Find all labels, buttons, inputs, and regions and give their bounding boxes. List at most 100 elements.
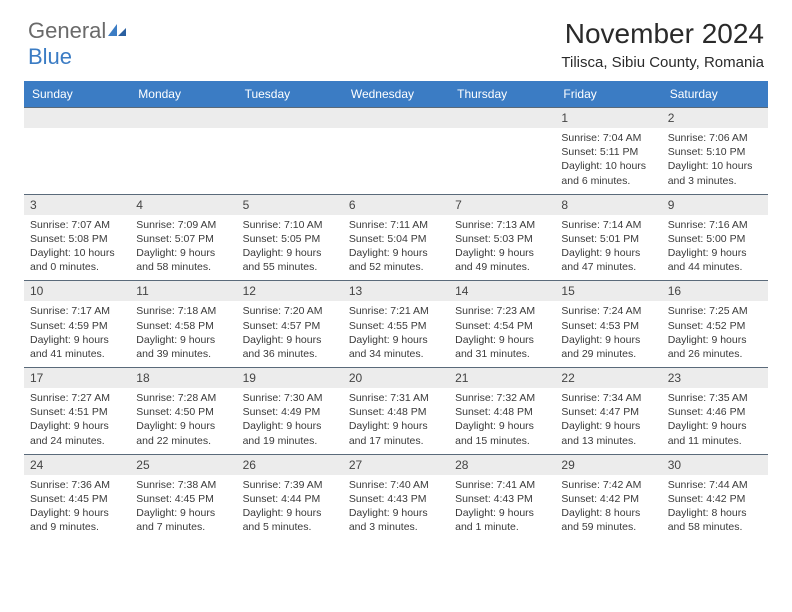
daylight-text: Daylight: 9 hours and 47 minutes.	[561, 246, 655, 274]
sunset-text: Sunset: 4:42 PM	[561, 492, 655, 506]
calendar-cell: 5Sunrise: 7:10 AMSunset: 5:05 PMDaylight…	[237, 194, 343, 281]
sunset-text: Sunset: 5:11 PM	[561, 145, 655, 159]
daylight-text: Daylight: 9 hours and 58 minutes.	[136, 246, 230, 274]
sunrise-text: Sunrise: 7:14 AM	[561, 218, 655, 232]
calendar-cell: 3Sunrise: 7:07 AMSunset: 5:08 PMDaylight…	[24, 194, 130, 281]
calendar-cell: 9Sunrise: 7:16 AMSunset: 5:00 PMDaylight…	[662, 194, 768, 281]
weekday-header: Saturday	[662, 81, 768, 107]
sunset-text: Sunset: 5:10 PM	[668, 145, 762, 159]
daylight-text: Daylight: 9 hours and 1 minute.	[455, 506, 549, 534]
sunrise-text: Sunrise: 7:21 AM	[349, 304, 443, 318]
daylight-text: Daylight: 9 hours and 52 minutes.	[349, 246, 443, 274]
sunrise-text: Sunrise: 7:38 AM	[136, 478, 230, 492]
sunrise-text: Sunrise: 7:13 AM	[455, 218, 549, 232]
sunrise-text: Sunrise: 7:34 AM	[561, 391, 655, 405]
day-number: 3	[24, 194, 130, 215]
calendar-cell: 27Sunrise: 7:40 AMSunset: 4:43 PMDayligh…	[343, 454, 449, 541]
empty-day	[237, 107, 343, 128]
calendar-cell: 1Sunrise: 7:04 AMSunset: 5:11 PMDaylight…	[555, 107, 661, 194]
weekday-header: Friday	[555, 81, 661, 107]
daylight-text: Daylight: 9 hours and 26 minutes.	[668, 333, 762, 361]
daylight-text: Daylight: 9 hours and 41 minutes.	[30, 333, 124, 361]
calendar-cell: 11Sunrise: 7:18 AMSunset: 4:58 PMDayligh…	[130, 280, 236, 367]
day-number: 12	[237, 280, 343, 301]
daylight-text: Daylight: 9 hours and 9 minutes.	[30, 506, 124, 534]
sunset-text: Sunset: 5:04 PM	[349, 232, 443, 246]
day-number: 19	[237, 367, 343, 388]
day-number: 15	[555, 280, 661, 301]
weekday-header: Wednesday	[343, 81, 449, 107]
calendar-cell: 13Sunrise: 7:21 AMSunset: 4:55 PMDayligh…	[343, 280, 449, 367]
sunset-text: Sunset: 5:00 PM	[668, 232, 762, 246]
logo-text-1: General	[28, 18, 106, 43]
calendar-cell: 26Sunrise: 7:39 AMSunset: 4:44 PMDayligh…	[237, 454, 343, 541]
day-details: Sunrise: 7:07 AMSunset: 5:08 PMDaylight:…	[24, 215, 130, 281]
day-details: Sunrise: 7:27 AMSunset: 4:51 PMDaylight:…	[24, 388, 130, 454]
calendar-cell: 16Sunrise: 7:25 AMSunset: 4:52 PMDayligh…	[662, 280, 768, 367]
calendar-head: SundayMondayTuesdayWednesdayThursdayFrid…	[24, 81, 768, 107]
logo: General Blue	[28, 18, 128, 70]
sunset-text: Sunset: 5:01 PM	[561, 232, 655, 246]
sail-icon	[106, 18, 128, 44]
calendar-cell: 2Sunrise: 7:06 AMSunset: 5:10 PMDaylight…	[662, 107, 768, 194]
daylight-text: Daylight: 9 hours and 3 minutes.	[349, 506, 443, 534]
day-details: Sunrise: 7:13 AMSunset: 5:03 PMDaylight:…	[449, 215, 555, 281]
title-block: November 2024 Tilisca, Sibiu County, Rom…	[561, 18, 764, 71]
calendar-cell: 8Sunrise: 7:14 AMSunset: 5:01 PMDaylight…	[555, 194, 661, 281]
daylight-text: Daylight: 8 hours and 59 minutes.	[561, 506, 655, 534]
calendar-week: 1Sunrise: 7:04 AMSunset: 5:11 PMDaylight…	[24, 107, 768, 194]
day-details: Sunrise: 7:10 AMSunset: 5:05 PMDaylight:…	[237, 215, 343, 281]
daylight-text: Daylight: 9 hours and 39 minutes.	[136, 333, 230, 361]
calendar-cell: 25Sunrise: 7:38 AMSunset: 4:45 PMDayligh…	[130, 454, 236, 541]
day-number: 11	[130, 280, 236, 301]
daylight-text: Daylight: 9 hours and 55 minutes.	[243, 246, 337, 274]
daylight-text: Daylight: 10 hours and 6 minutes.	[561, 159, 655, 187]
daylight-text: Daylight: 9 hours and 7 minutes.	[136, 506, 230, 534]
sunset-text: Sunset: 5:05 PM	[243, 232, 337, 246]
day-number: 14	[449, 280, 555, 301]
day-details: Sunrise: 7:36 AMSunset: 4:45 PMDaylight:…	[24, 475, 130, 541]
day-details: Sunrise: 7:30 AMSunset: 4:49 PMDaylight:…	[237, 388, 343, 454]
calendar-cell: 6Sunrise: 7:11 AMSunset: 5:04 PMDaylight…	[343, 194, 449, 281]
day-details: Sunrise: 7:23 AMSunset: 4:54 PMDaylight:…	[449, 301, 555, 367]
calendar-cell: 19Sunrise: 7:30 AMSunset: 4:49 PMDayligh…	[237, 367, 343, 454]
calendar-cell: 17Sunrise: 7:27 AMSunset: 4:51 PMDayligh…	[24, 367, 130, 454]
weekday-header: Thursday	[449, 81, 555, 107]
sunset-text: Sunset: 4:43 PM	[349, 492, 443, 506]
sunset-text: Sunset: 5:08 PM	[30, 232, 124, 246]
day-number: 21	[449, 367, 555, 388]
calendar-week: 3Sunrise: 7:07 AMSunset: 5:08 PMDaylight…	[24, 194, 768, 281]
day-number: 27	[343, 454, 449, 475]
day-number: 18	[130, 367, 236, 388]
sunrise-text: Sunrise: 7:30 AM	[243, 391, 337, 405]
calendar-cell: 7Sunrise: 7:13 AMSunset: 5:03 PMDaylight…	[449, 194, 555, 281]
day-number: 30	[662, 454, 768, 475]
calendar-cell	[237, 107, 343, 194]
day-details: Sunrise: 7:28 AMSunset: 4:50 PMDaylight:…	[130, 388, 236, 454]
day-details: Sunrise: 7:04 AMSunset: 5:11 PMDaylight:…	[555, 128, 661, 194]
sunrise-text: Sunrise: 7:07 AM	[30, 218, 124, 232]
day-details: Sunrise: 7:14 AMSunset: 5:01 PMDaylight:…	[555, 215, 661, 281]
sunset-text: Sunset: 4:57 PM	[243, 319, 337, 333]
day-details: Sunrise: 7:41 AMSunset: 4:43 PMDaylight:…	[449, 475, 555, 541]
day-details: Sunrise: 7:38 AMSunset: 4:45 PMDaylight:…	[130, 475, 236, 541]
day-number: 29	[555, 454, 661, 475]
sunrise-text: Sunrise: 7:06 AM	[668, 131, 762, 145]
calendar-cell: 18Sunrise: 7:28 AMSunset: 4:50 PMDayligh…	[130, 367, 236, 454]
day-details: Sunrise: 7:20 AMSunset: 4:57 PMDaylight:…	[237, 301, 343, 367]
empty-day	[24, 107, 130, 128]
sunrise-text: Sunrise: 7:18 AM	[136, 304, 230, 318]
sunset-text: Sunset: 4:55 PM	[349, 319, 443, 333]
calendar-cell: 22Sunrise: 7:34 AMSunset: 4:47 PMDayligh…	[555, 367, 661, 454]
sunset-text: Sunset: 4:49 PM	[243, 405, 337, 419]
day-number: 10	[24, 280, 130, 301]
daylight-text: Daylight: 9 hours and 22 minutes.	[136, 419, 230, 447]
day-details: Sunrise: 7:39 AMSunset: 4:44 PMDaylight:…	[237, 475, 343, 541]
day-number: 5	[237, 194, 343, 215]
daylight-text: Daylight: 10 hours and 3 minutes.	[668, 159, 762, 187]
calendar-cell: 4Sunrise: 7:09 AMSunset: 5:07 PMDaylight…	[130, 194, 236, 281]
sunset-text: Sunset: 4:48 PM	[455, 405, 549, 419]
sunrise-text: Sunrise: 7:39 AM	[243, 478, 337, 492]
day-details: Sunrise: 7:44 AMSunset: 4:42 PMDaylight:…	[662, 475, 768, 541]
calendar-cell: 12Sunrise: 7:20 AMSunset: 4:57 PMDayligh…	[237, 280, 343, 367]
